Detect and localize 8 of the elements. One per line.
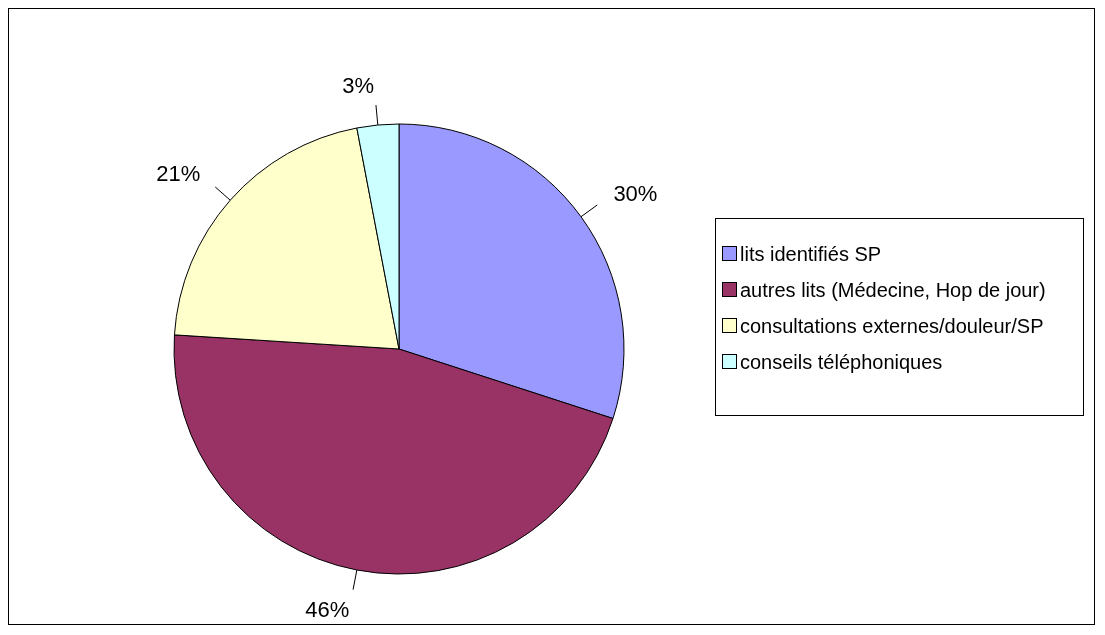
data-label: 46% xyxy=(305,596,350,622)
legend-label: lits identifiés SP xyxy=(740,241,882,267)
legend-label: conseils téléphoniques xyxy=(740,349,943,375)
legend-label: consultations externes/douleur/SP xyxy=(740,313,1044,339)
legend-label: autres lits (Médecine, Hop de jour) xyxy=(740,277,1046,303)
data-label: 21% xyxy=(156,161,201,187)
data-label: 3% xyxy=(342,72,375,98)
data-label: 30% xyxy=(613,180,658,206)
